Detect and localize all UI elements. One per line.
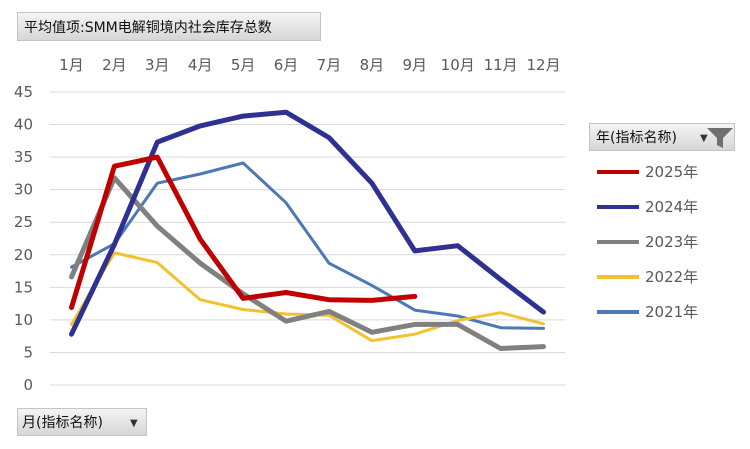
y-tick-label: 25 [14, 213, 33, 231]
series-line-2025年 [69, 154, 418, 310]
series-line-2023年 [69, 175, 546, 351]
x-tick-label: 5月 [231, 56, 256, 74]
legend-swatch [597, 309, 639, 314]
legend-swatch [597, 274, 639, 279]
x-tick-label: 9月 [403, 56, 428, 74]
legend-item: 2025年 [597, 154, 698, 189]
legend-label: 2025年 [645, 163, 699, 181]
x-tick-label: 12月 [526, 56, 560, 74]
series-lines [69, 109, 546, 351]
y-tick-label: 35 [14, 148, 33, 166]
y-tick-label: 5 [23, 343, 33, 361]
series-line-2021年 [70, 161, 545, 330]
dropdown-arrow-icon[interactable]: ▼ [700, 133, 708, 144]
legend-label: 2023年 [645, 233, 699, 251]
axis-field-label: 月(指标名称) [22, 415, 103, 431]
y-tick-label: 0 [23, 376, 33, 394]
y-axis-tick-labels: 0 5 10 15 20 25 30 35 40 45 [14, 83, 33, 394]
y-tick-label: 10 [14, 311, 33, 329]
axis-field-button[interactable]: 月(指标名称) ▼ [17, 408, 147, 436]
legend-swatch [597, 169, 639, 174]
y-tick-label: 15 [14, 278, 33, 296]
legend-item: 2021年 [597, 294, 698, 329]
legend-item: 2024年 [597, 189, 698, 224]
legend: 2025年 2024年 2023年 2022年 2021年 [597, 154, 698, 329]
x-tick-label: 6月 [274, 56, 299, 74]
legend-field-button[interactable]: 年(指标名称) ▼ [589, 123, 735, 151]
legend-label: 2021年 [645, 303, 699, 321]
x-axis-tick-labels: 1月 2月 3月 4月 5月 6月 7月 8月 9月 10月 11月 12月 [59, 56, 560, 74]
x-tick-label: 2月 [102, 56, 127, 74]
x-tick-label: 8月 [360, 56, 385, 74]
filter-icon[interactable] [706, 126, 734, 150]
legend-item: 2023年 [597, 224, 698, 259]
value-field-label: 平均值项:SMM电解铜境内社会库存总数 [24, 19, 272, 36]
x-tick-label: 3月 [145, 56, 170, 74]
series-line-2024年 [69, 109, 546, 337]
y-tick-label: 40 [14, 116, 33, 134]
x-tick-label: 7月 [317, 56, 342, 74]
legend-swatch [597, 239, 639, 244]
x-tick-label: 1月 [59, 56, 84, 74]
x-tick-label: 4月 [188, 56, 213, 74]
x-tick-label: 11月 [484, 56, 518, 74]
legend-label: 2022年 [645, 268, 699, 286]
gridlines [50, 91, 565, 386]
value-field-button[interactable]: 平均值项:SMM电解铜境内社会库存总数 [17, 12, 321, 41]
legend-label: 2024年 [645, 198, 699, 216]
dropdown-arrow-icon[interactable]: ▼ [130, 418, 138, 429]
legend-item: 2022年 [597, 259, 698, 294]
y-tick-label: 20 [14, 246, 33, 264]
legend-field-label: 年(指标名称) [596, 130, 677, 146]
y-tick-label: 30 [14, 181, 33, 199]
x-tick-label: 10月 [441, 56, 475, 74]
y-tick-label: 45 [14, 83, 33, 101]
legend-swatch [597, 204, 639, 209]
